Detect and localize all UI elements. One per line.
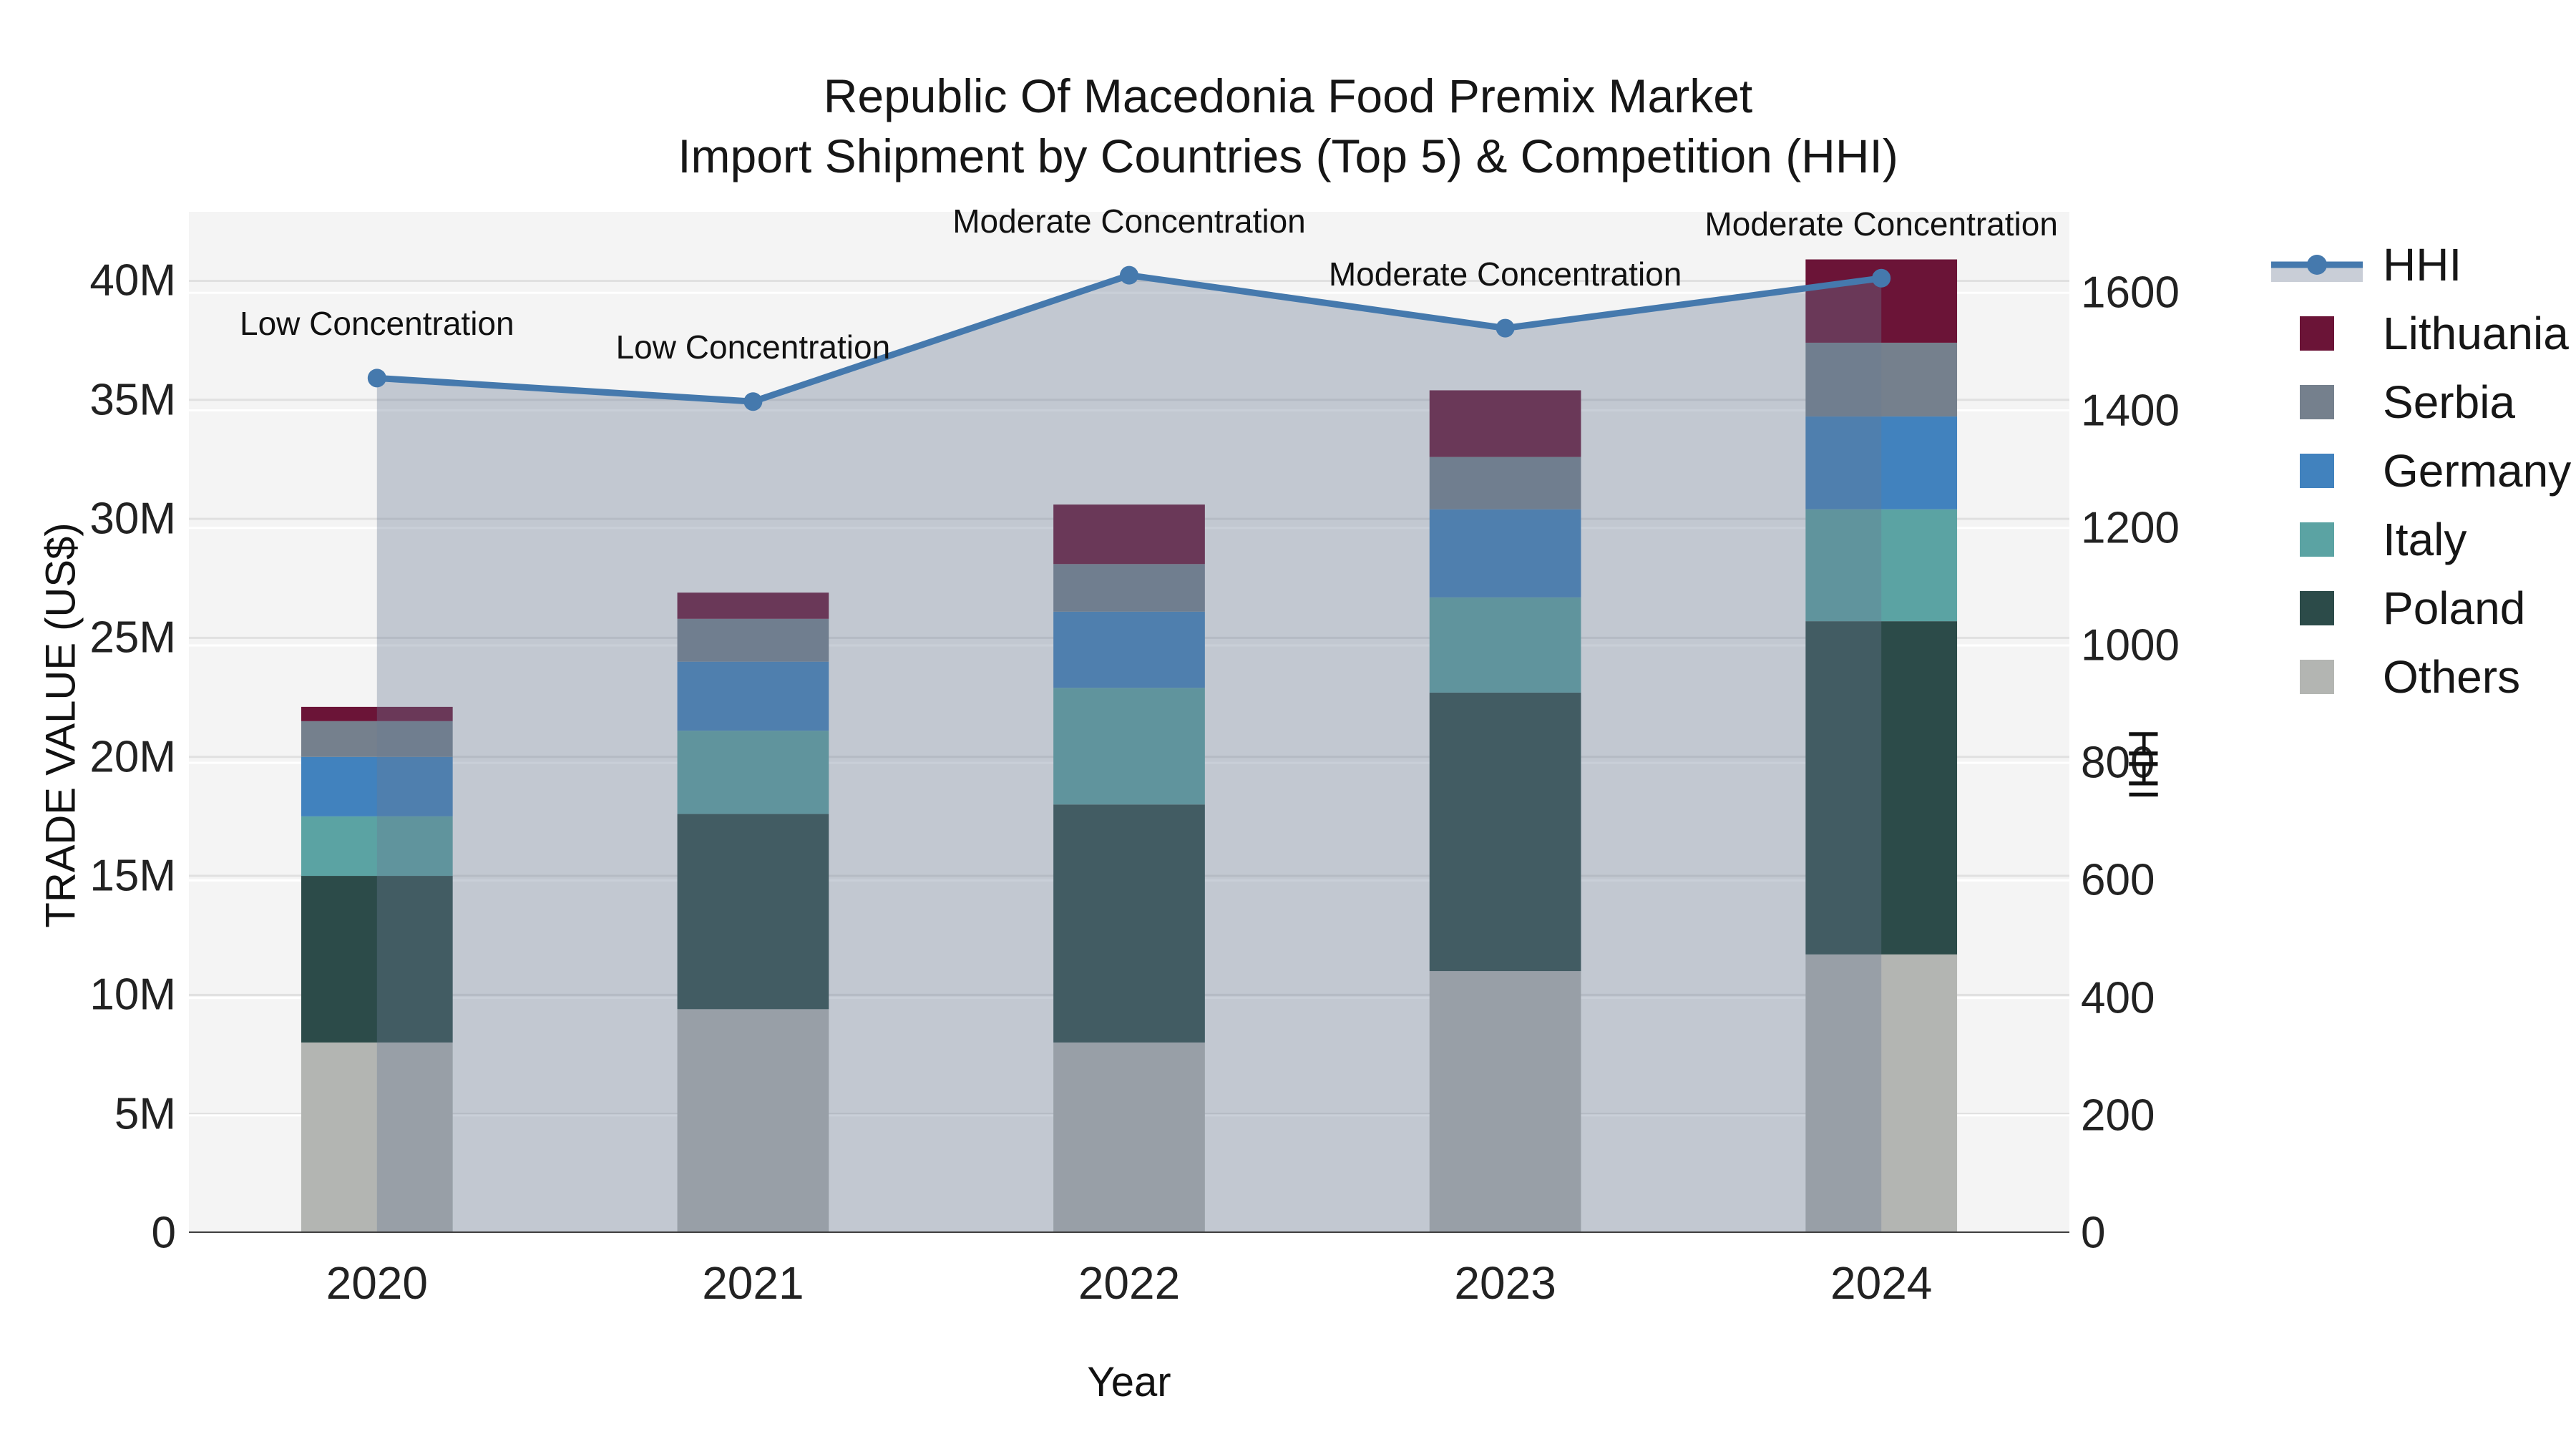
bar-segment-italy-2023 xyxy=(1429,597,1581,693)
right-axis-tick-200: 200 xyxy=(2081,1091,2155,1141)
bar-segment-italy-2021 xyxy=(677,731,829,814)
bar-segment-others-2020 xyxy=(301,1042,453,1233)
annotation-2022: Moderate Concentration xyxy=(952,202,1306,240)
legend-item-hhi[interactable]: HHI xyxy=(2270,230,2571,299)
right-axis-title: HHI xyxy=(2119,728,2167,801)
left-axis-tick-40M: 40M xyxy=(89,255,176,306)
legend-label-hhi: HHI xyxy=(2383,239,2462,291)
right-axis-tick-1000: 1000 xyxy=(2081,620,2180,670)
annotation-2024: Moderate Concentration xyxy=(1704,205,2058,243)
right-axis-tick-1600: 1600 xyxy=(2081,268,2180,318)
x-axis-title: Year xyxy=(1087,1359,1171,1405)
bar-segment-italy-2020 xyxy=(301,816,453,877)
left-axis-tick-35M: 35M xyxy=(89,375,176,425)
x-axis-tick-2024: 2024 xyxy=(1830,1257,1933,1309)
right-axis-tick-1200: 1200 xyxy=(2081,503,2180,553)
hhi-marker-2020 xyxy=(367,369,386,388)
annotation-2023: Moderate Concentration xyxy=(1328,255,1682,293)
bar-segment-lithuania-2021 xyxy=(677,592,829,619)
bar-segment-serbia-2022 xyxy=(1053,564,1205,612)
x-axis-line xyxy=(189,1231,2069,1233)
legend-label-poland: Poland xyxy=(2383,582,2526,634)
bar-segment-others-2022 xyxy=(1053,1042,1205,1233)
hhi-marker-2024 xyxy=(1872,268,1891,288)
hhi-marker-2021 xyxy=(743,392,763,411)
legend-label-others: Others xyxy=(2383,651,2521,703)
hhi-line-icon xyxy=(2270,242,2364,288)
legend-item-poland[interactable]: Poland xyxy=(2270,574,2571,643)
color-swatch-icon xyxy=(2300,522,2334,557)
legend-item-lithuania[interactable]: Lithuania xyxy=(2270,299,2571,368)
right-axis-tick-600: 600 xyxy=(2081,855,2155,905)
x-axis-tick-2021: 2021 xyxy=(702,1257,804,1309)
bar-segment-germany-2022 xyxy=(1053,611,1205,688)
left-axis-tick-30M: 30M xyxy=(89,494,176,544)
legend-swatch-poland xyxy=(2270,591,2364,625)
legend-item-italy[interactable]: Italy xyxy=(2270,505,2571,574)
x-axis-tick-2023: 2023 xyxy=(1454,1257,1556,1309)
right-axis-tick-800: 800 xyxy=(2081,738,2155,788)
left-axis-tick-25M: 25M xyxy=(89,613,176,663)
left-axis-tick-15M: 15M xyxy=(89,851,176,901)
left-axis-tick-5M: 5M xyxy=(114,1089,176,1139)
bar-segment-poland-2021 xyxy=(677,814,829,1010)
color-swatch-icon xyxy=(2300,385,2334,419)
bar-segment-italy-2024 xyxy=(1805,509,1958,622)
right-axis-tick-0: 0 xyxy=(2081,1208,2106,1258)
bar-segment-poland-2020 xyxy=(301,876,453,1043)
legend: HHI Lithuania Serbia Germany Italy Poland Othe… xyxy=(2270,230,2571,711)
hhi-marker-2022 xyxy=(1120,265,1138,285)
bar-segment-poland-2022 xyxy=(1053,804,1205,1043)
legend-label-germany: Germany xyxy=(2383,445,2572,497)
bar-segment-serbia-2021 xyxy=(677,618,829,662)
left-axis-title: TRADE VALUE (US$) xyxy=(37,522,84,928)
legend-item-serbia[interactable]: Serbia xyxy=(2270,368,2571,436)
legend-label-italy: Italy xyxy=(2383,514,2467,565)
color-swatch-icon xyxy=(2300,660,2334,694)
bar-segment-germany-2023 xyxy=(1429,509,1581,597)
bar-segment-germany-2024 xyxy=(1805,416,1958,509)
left-axis-tick-20M: 20M xyxy=(89,732,176,782)
bar-segment-others-2021 xyxy=(677,1009,829,1233)
legend-item-others[interactable]: Others xyxy=(2270,643,2571,711)
color-swatch-icon xyxy=(2300,454,2334,488)
bar-segment-germany-2020 xyxy=(301,756,453,816)
hhi-area-fill xyxy=(376,275,1882,1233)
bar-segment-others-2024 xyxy=(1805,954,1958,1233)
legend-swatch-germany xyxy=(2270,454,2364,488)
left-axis-tick-10M: 10M xyxy=(89,970,176,1020)
left-axis-tick-0: 0 xyxy=(151,1208,176,1258)
bar-segment-others-2023 xyxy=(1429,971,1581,1233)
chart-title-line2: Import Shipment by Countries (Top 5) & C… xyxy=(678,130,1898,182)
hhi-marker-2023 xyxy=(1496,318,1515,338)
chart-title-line1: Republic Of Macedonia Food Premix Market xyxy=(823,69,1753,122)
bar-segment-poland-2023 xyxy=(1429,692,1581,972)
color-swatch-icon xyxy=(2300,316,2334,351)
bar-segment-lithuania-2020 xyxy=(301,706,453,721)
annotation-2020: Low Concentration xyxy=(240,305,514,343)
bar-segment-serbia-2023 xyxy=(1429,457,1581,509)
bar-segment-lithuania-2023 xyxy=(1429,390,1581,457)
chart-canvas xyxy=(189,259,2069,1233)
legend-label-serbia: Serbia xyxy=(2383,376,2515,428)
legend-swatch-lithuania xyxy=(2270,316,2364,351)
legend-swatch-serbia xyxy=(2270,385,2364,419)
bar-segment-germany-2021 xyxy=(677,661,829,731)
right-axis-tick-400: 400 xyxy=(2081,973,2155,1023)
annotation-2021: Low Concentration xyxy=(615,328,891,366)
x-axis-tick-2020: 2020 xyxy=(326,1257,428,1309)
legend-swatch-others xyxy=(2270,660,2364,694)
bar-segment-serbia-2024 xyxy=(1805,342,1958,417)
bar-segment-italy-2022 xyxy=(1053,688,1205,805)
legend-swatch-italy xyxy=(2270,522,2364,557)
legend-item-germany[interactable]: Germany xyxy=(2270,436,2571,505)
right-axis-tick-1400: 1400 xyxy=(2081,386,2180,436)
bar-segment-lithuania-2022 xyxy=(1053,504,1205,565)
bar-segment-serbia-2020 xyxy=(301,721,453,757)
color-swatch-icon xyxy=(2300,591,2334,625)
legend-label-lithuania: Lithuania xyxy=(2383,308,2569,359)
bar-segment-poland-2024 xyxy=(1805,621,1958,955)
x-axis-tick-2022: 2022 xyxy=(1078,1257,1181,1309)
